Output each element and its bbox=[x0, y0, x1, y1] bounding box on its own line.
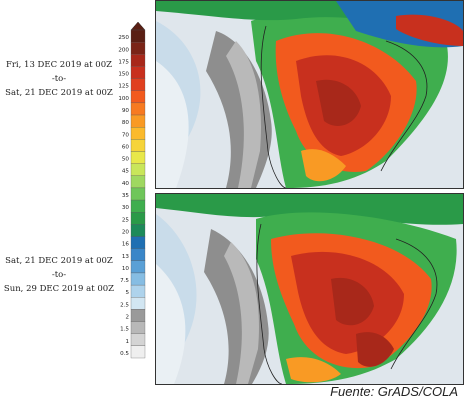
colorbar-tick-label: 25 bbox=[122, 217, 130, 223]
colorbar-swatch bbox=[130, 236, 146, 249]
period-label-bottom: Sat, 21 DEC 2019 at 00Z -to- Sun, 29 DEC… bbox=[0, 254, 118, 296]
colorbar-tick-label: 7.5 bbox=[120, 278, 129, 284]
colorbar-swatch bbox=[130, 297, 146, 310]
colorbar-tick-label: 60 bbox=[122, 144, 130, 150]
colorbar-swatch bbox=[130, 54, 146, 67]
colorbar-swatch bbox=[130, 151, 146, 164]
colorbar-tick-label: 90 bbox=[122, 108, 130, 114]
colorbar-tick-label: 50 bbox=[122, 157, 130, 163]
colorbar-tick-label: 200 bbox=[118, 47, 129, 53]
colorbar-swatch bbox=[130, 163, 146, 176]
colorbar-swatch bbox=[130, 333, 146, 347]
precipitation-map-bottom bbox=[155, 193, 464, 385]
colorbar-tick-label: 40 bbox=[122, 181, 130, 187]
colorbar-tick-label: 1 bbox=[125, 339, 129, 345]
colorbar-swatch bbox=[130, 114, 146, 128]
colorbar-tick-label: 45 bbox=[122, 169, 130, 175]
colorbar-tick-label: 1.5 bbox=[120, 327, 129, 333]
colorbar-swatch bbox=[130, 212, 146, 225]
colorbar-tick-label: 175 bbox=[118, 59, 129, 65]
colorbar-tick-label: 125 bbox=[118, 84, 129, 90]
colorbar-tick-label: 250 bbox=[118, 35, 129, 41]
colorbar-tick-label: 100 bbox=[118, 96, 129, 102]
colorbar-tick-label: 150 bbox=[118, 72, 129, 78]
colorbar-swatch bbox=[130, 175, 146, 189]
colorbar-swatch bbox=[130, 66, 146, 79]
colorbar-tick-label: 20 bbox=[122, 229, 130, 235]
colorbar-swatch bbox=[130, 187, 146, 201]
colorbar-tick-label: 30 bbox=[122, 205, 130, 211]
colorbar-tick-label: 16 bbox=[122, 242, 130, 248]
colorbar-tick-label: 0.5 bbox=[120, 351, 129, 357]
colorbar-swatch bbox=[130, 224, 146, 237]
colorbar-swatch bbox=[130, 41, 146, 55]
colorbar-swatch bbox=[130, 272, 146, 286]
colorbar-swatch bbox=[130, 127, 146, 140]
precipitation-colorbar: 2502001751501251009080706050454035302520… bbox=[118, 22, 146, 359]
colorbar-swatch bbox=[130, 309, 146, 322]
colorbar-arrow bbox=[130, 22, 146, 31]
colorbar-swatch bbox=[130, 199, 146, 213]
period-start-bottom: Sat, 21 DEC 2019 at 00Z bbox=[5, 256, 113, 266]
colorbar-tick-label: 2.5 bbox=[120, 302, 129, 308]
colorbar-tick-label: 70 bbox=[122, 132, 130, 138]
colorbar-tick-label: 80 bbox=[122, 120, 130, 126]
colorbar-tick-label: 35 bbox=[122, 193, 130, 199]
period-end-top: Sat, 21 DEC 2019 at 00Z bbox=[5, 88, 113, 98]
colorbar-swatch bbox=[130, 78, 146, 91]
colorbar-tick-label: 13 bbox=[122, 254, 130, 260]
period-label-top: Fri, 13 DEC 2019 at 00Z -to- Sat, 21 DEC… bbox=[0, 58, 118, 100]
colorbar-tick-label: 5 bbox=[125, 290, 129, 296]
colorbar-swatch bbox=[130, 29, 146, 43]
period-sep-top: -to- bbox=[51, 74, 67, 84]
colorbar-swatch bbox=[130, 345, 146, 359]
period-sep-bottom: -to- bbox=[51, 270, 67, 280]
colorbar-swatch bbox=[130, 102, 146, 116]
precipitation-map-top bbox=[155, 0, 464, 189]
colorbar-swatch bbox=[130, 260, 146, 274]
period-start-top: Fri, 13 DEC 2019 at 00Z bbox=[5, 60, 113, 70]
colorbar-swatch bbox=[130, 248, 146, 261]
colorbar-swatch bbox=[130, 284, 146, 298]
period-end-bottom: Sun, 29 DEC 2019 at 00Z bbox=[3, 284, 115, 294]
colorbar-swatch bbox=[130, 90, 146, 104]
colorbar-swatch bbox=[130, 321, 146, 334]
colorbar-tick-label: 2 bbox=[125, 315, 129, 321]
colorbar-tick-label: 10 bbox=[122, 266, 130, 272]
source-credit: Fuente: GrADS/COLA bbox=[330, 384, 458, 399]
colorbar-swatch bbox=[130, 139, 146, 152]
